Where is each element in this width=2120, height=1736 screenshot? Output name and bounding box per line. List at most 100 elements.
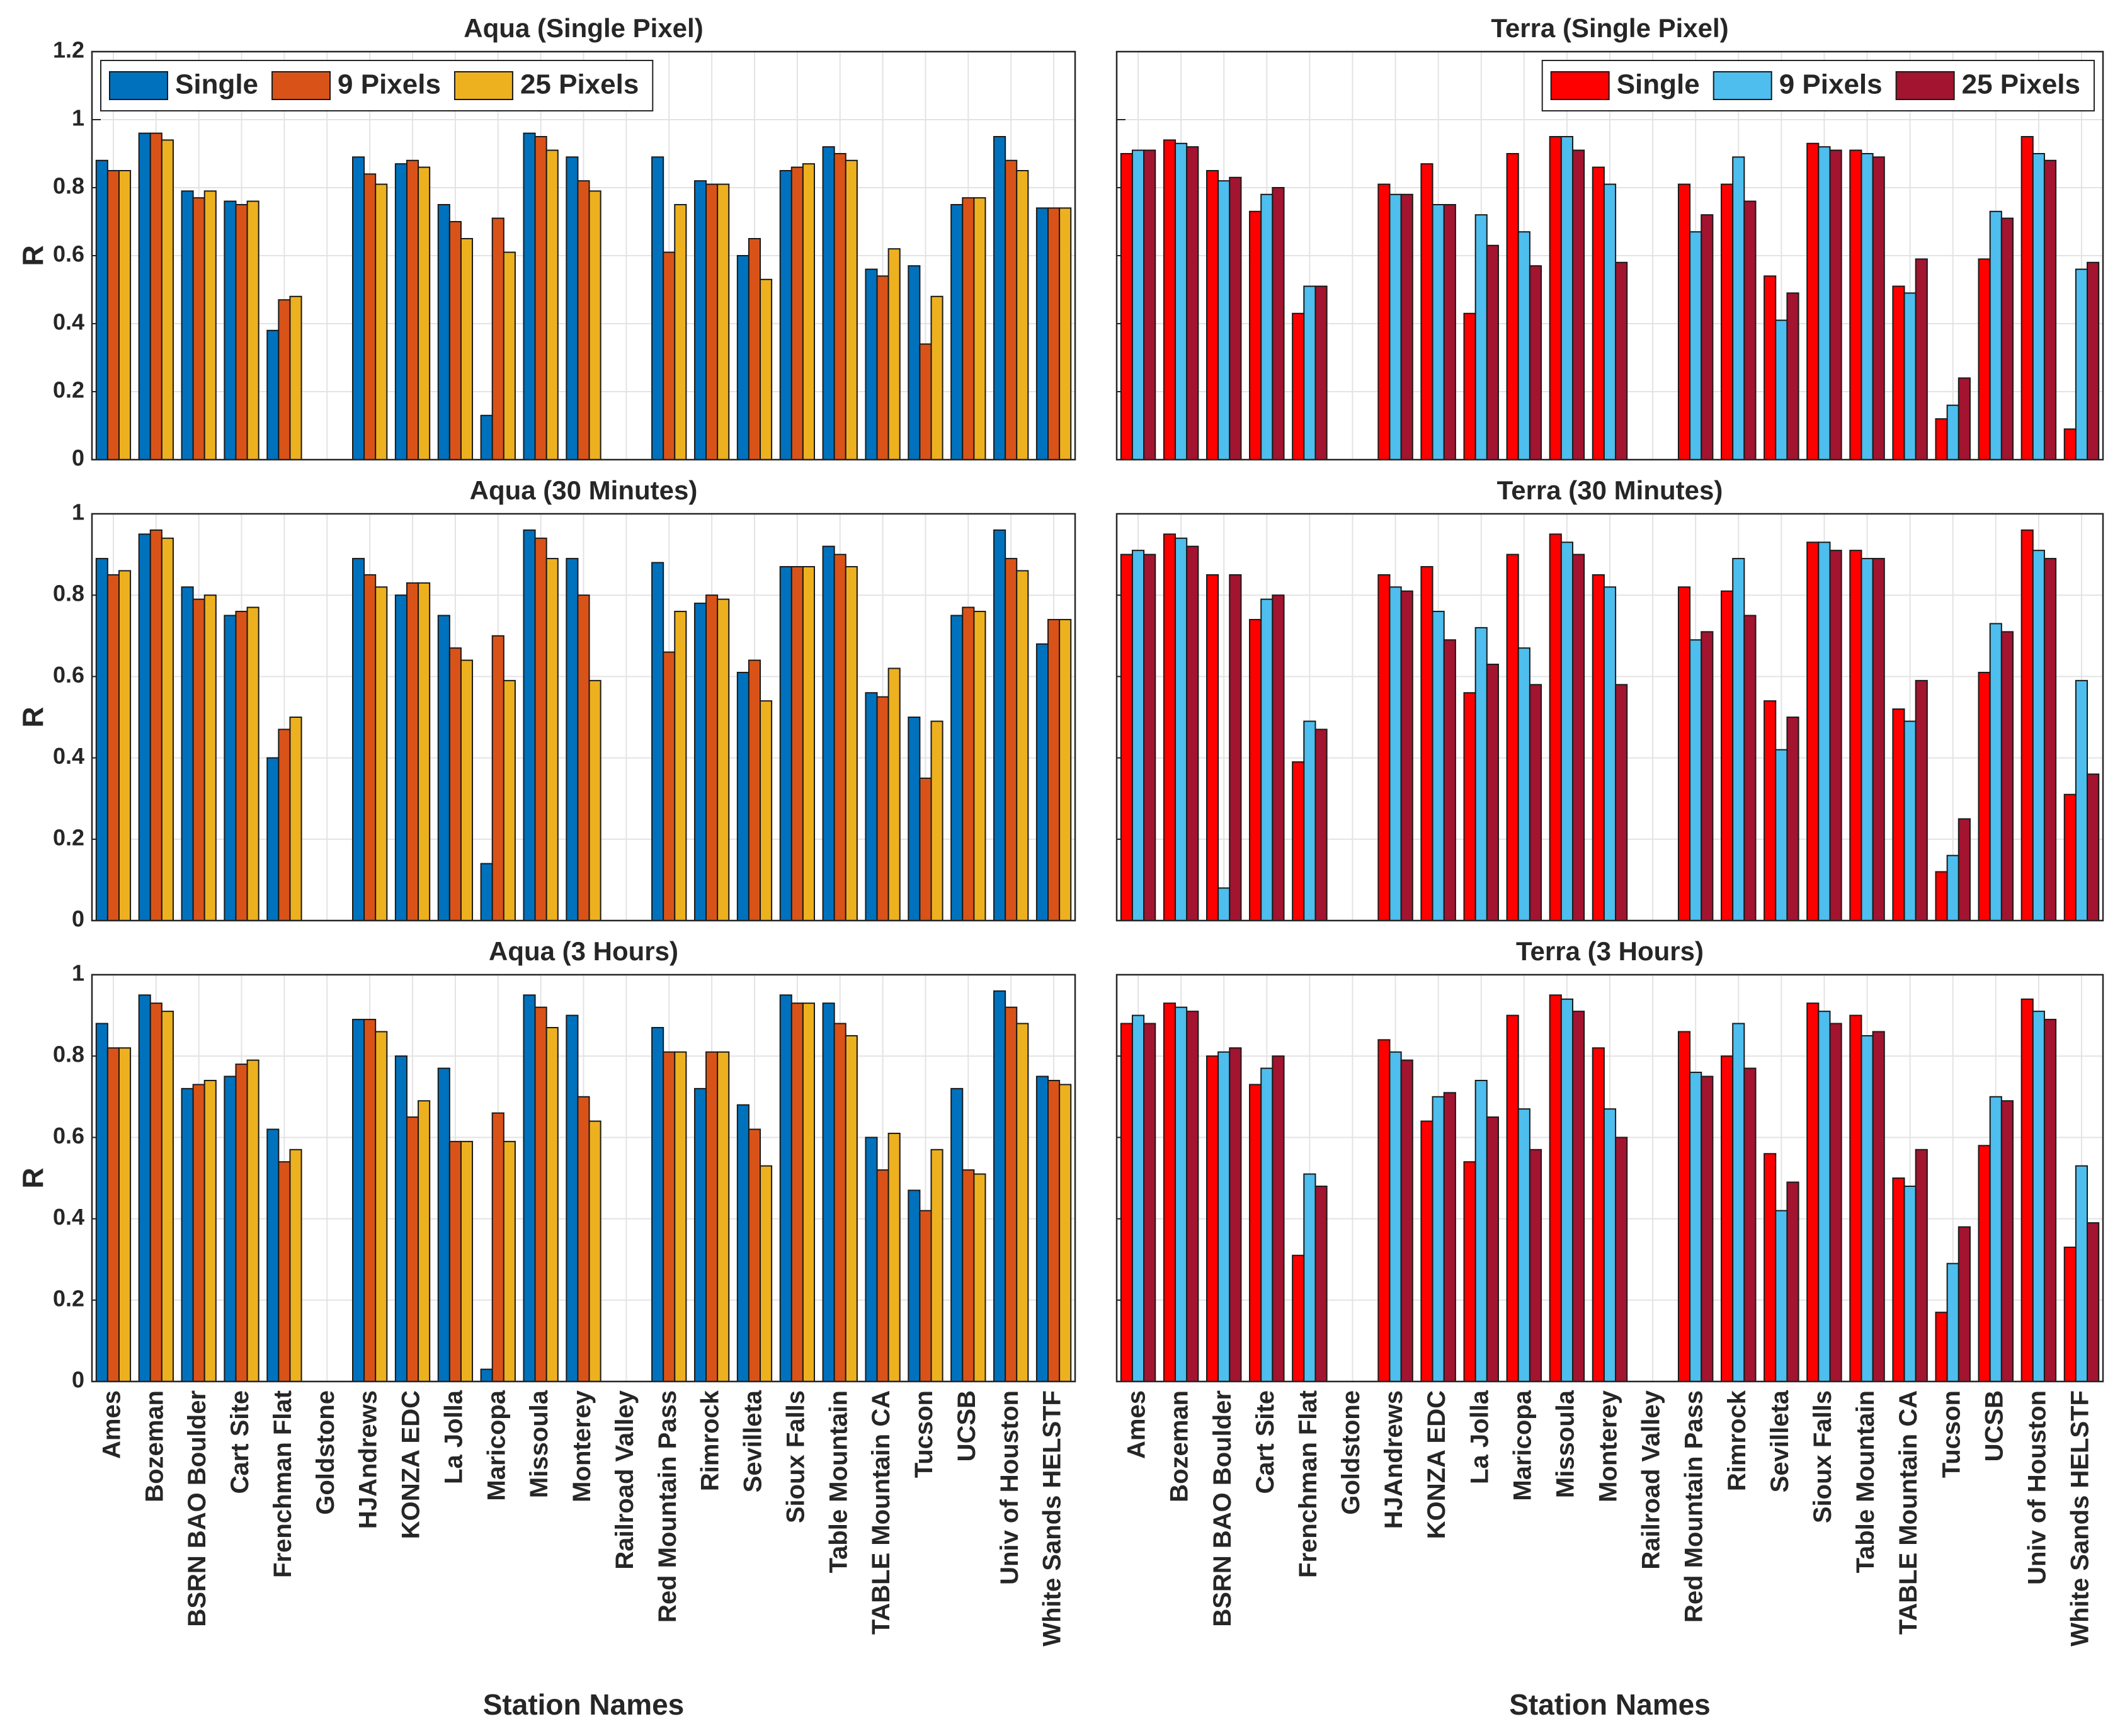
- bar: [1175, 537, 1188, 921]
- bar: [192, 197, 205, 460]
- bar: [1377, 183, 1391, 460]
- x-tick-label: Missoula: [1551, 1390, 1579, 1498]
- bar: [1592, 1047, 1605, 1382]
- bar: [1915, 679, 1928, 921]
- bar: [1775, 319, 1788, 460]
- bar: [717, 183, 730, 460]
- bar: [736, 1104, 749, 1382]
- bar: [138, 533, 151, 921]
- bar: [1143, 149, 1156, 460]
- axes-frame: [91, 973, 1076, 1383]
- bar: [1463, 692, 1476, 921]
- bar: [1829, 149, 1842, 460]
- bar: [663, 251, 676, 460]
- legend-box: [100, 60, 654, 111]
- bar: [1217, 180, 1231, 460]
- bar: [246, 606, 259, 922]
- bar: [394, 1055, 407, 1382]
- bar: [1474, 214, 1488, 460]
- bar: [363, 1019, 377, 1383]
- bar: [1314, 729, 1328, 921]
- bar: [95, 558, 108, 921]
- x-tick-label: Monterey: [568, 1390, 596, 1502]
- bar: [1806, 142, 1820, 461]
- bar: [1420, 1120, 1433, 1383]
- bar: [1592, 166, 1605, 460]
- bar: [1035, 207, 1049, 460]
- bar: [224, 615, 237, 921]
- bar: [950, 1087, 964, 1382]
- x-tick-label: Railroad Valley: [1638, 1390, 1665, 1569]
- bar: [2032, 550, 2045, 921]
- x-tick-label: Univ of Houston: [2023, 1390, 2051, 1585]
- bar: [534, 1006, 547, 1383]
- bar: [1615, 1137, 1628, 1383]
- x-tick-label: Missoula: [525, 1390, 553, 1498]
- bar: [118, 170, 132, 460]
- y-axis-label: R: [16, 245, 49, 266]
- x-tick-label: Cart Site: [226, 1390, 254, 1494]
- x-tick-label: Frenchman Flat: [269, 1390, 297, 1578]
- bar: [1786, 717, 1799, 921]
- bar: [1249, 618, 1262, 922]
- bar: [1389, 1051, 1402, 1382]
- bar: [1272, 187, 1285, 460]
- bar: [1005, 159, 1018, 461]
- bar: [802, 163, 815, 460]
- x-tick-label: KONZA EDC: [1423, 1390, 1450, 1539]
- x-tick-label: Goldstone: [312, 1390, 339, 1515]
- bar: [1872, 1031, 1885, 1382]
- bar: [235, 1064, 248, 1382]
- bar: [1314, 285, 1328, 460]
- x-tick-label: Red Mountain Pass: [1680, 1390, 1708, 1623]
- bar: [2000, 631, 2014, 922]
- bar: [95, 1023, 108, 1382]
- x-axis-label: Station Names: [483, 1688, 685, 1721]
- bar: [235, 204, 248, 460]
- bar: [1978, 1145, 1991, 1382]
- bar: [1989, 623, 2002, 921]
- bar: [1143, 1023, 1156, 1382]
- bar: [1175, 1006, 1188, 1383]
- bar: [480, 1368, 493, 1383]
- bar: [2075, 268, 2089, 460]
- bar: [845, 565, 858, 921]
- bar: [1389, 586, 1402, 921]
- chart-title: Terra (3 Hours): [1516, 936, 1704, 966]
- bar: [1958, 377, 1971, 461]
- legend-swatch: [1713, 71, 1772, 100]
- y-tick-label: 0.4: [53, 309, 84, 335]
- bar: [1818, 542, 1831, 921]
- bar: [1292, 312, 1305, 460]
- bar: [1849, 1014, 1862, 1382]
- bar: [1260, 1067, 1274, 1382]
- bar: [674, 204, 687, 460]
- bar: [1186, 1011, 1199, 1382]
- bar: [1935, 418, 1948, 461]
- bar: [1615, 684, 1628, 921]
- bar: [1229, 1047, 1242, 1382]
- bar: [1303, 285, 1316, 460]
- bar: [588, 190, 601, 460]
- bar: [1486, 664, 1499, 922]
- bar: [779, 565, 792, 921]
- chart-title: Aqua (Single Pixel): [464, 13, 703, 43]
- bar: [1120, 1023, 1133, 1382]
- bar: [1989, 1096, 2002, 1383]
- bar: [833, 153, 846, 460]
- x-tick-label: Railroad Valley: [611, 1390, 639, 1569]
- bar: [1603, 586, 1617, 921]
- chart-title: Aqua (3 Hours): [489, 936, 678, 966]
- bar: [1474, 627, 1488, 921]
- y-tick-label: 0.2: [53, 1285, 84, 1311]
- y-axis-label: R: [16, 1167, 49, 1188]
- y-tick-label: 0.8: [53, 1041, 84, 1067]
- x-tick-label: BSRN BAO Boulder: [1209, 1390, 1236, 1627]
- bar: [1463, 312, 1476, 460]
- x-tick-label: Goldstone: [1337, 1390, 1365, 1515]
- bar: [1432, 1096, 1445, 1383]
- bar: [822, 1002, 835, 1382]
- bar: [973, 1173, 986, 1383]
- bar: [760, 278, 773, 460]
- bar: [1775, 749, 1788, 922]
